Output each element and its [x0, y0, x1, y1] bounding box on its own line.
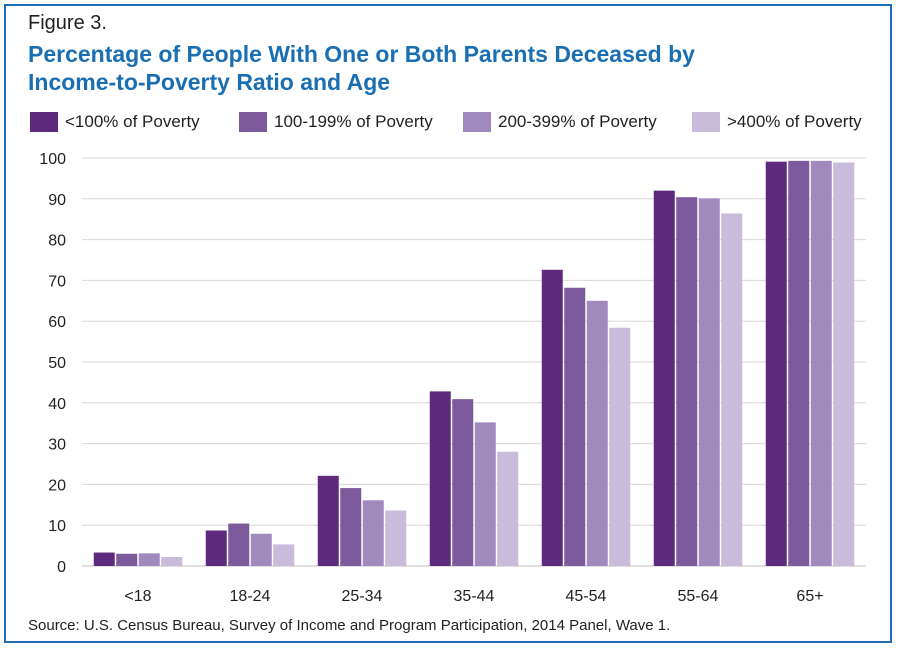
y-tick-label: 70: [48, 273, 66, 290]
x-tick-label: 45-54: [566, 588, 607, 605]
y-tick-label: 50: [48, 355, 66, 372]
bar: [765, 161, 787, 566]
legend-swatch: [692, 112, 720, 132]
x-tick-label: 55-64: [678, 588, 719, 605]
y-tick-label: 30: [48, 437, 66, 454]
chart-title-line-2: Income-to-Poverty Ratio and Age: [28, 69, 391, 95]
legend-item-100-199: 100-199% of Poverty: [239, 109, 433, 135]
bar: [541, 269, 563, 566]
x-tick-label: 25-34: [342, 588, 383, 605]
bar: [138, 553, 160, 566]
bar: [317, 475, 339, 566]
bar: [452, 399, 474, 566]
legend-swatch: [30, 112, 58, 132]
bar: [340, 488, 362, 566]
bar: [564, 287, 586, 566]
y-tick-label: 60: [48, 314, 66, 331]
y-tick-label: 100: [39, 151, 66, 168]
bar: [810, 160, 832, 566]
bar: [385, 510, 407, 566]
bar: [429, 391, 451, 566]
figure-label: Figure 3.: [28, 12, 107, 34]
y-tick-label: 10: [48, 518, 66, 535]
legend-label: <100% of Poverty: [65, 112, 200, 131]
bar: [474, 422, 496, 566]
chart-title-line-1: Percentage of People With One or Both Pa…: [28, 41, 695, 67]
y-tick-label: 40: [48, 396, 66, 413]
legend-label: 200-399% of Poverty: [498, 112, 657, 131]
legend-item-200-399: 200-399% of Poverty: [463, 109, 657, 135]
x-tick-label: <18: [124, 588, 151, 605]
bar: [698, 198, 720, 566]
bar: [653, 190, 675, 566]
bar: [676, 197, 698, 566]
bar: [273, 544, 295, 566]
bar: [586, 300, 608, 566]
legend-swatch: [463, 112, 491, 132]
y-tick-label: 20: [48, 477, 66, 494]
bar: [788, 160, 810, 566]
bar: [833, 162, 855, 566]
legend-label: 100-199% of Poverty: [274, 112, 433, 131]
source-note: Source: U.S. Census Bureau, Survey of In…: [28, 617, 671, 634]
legend-item-below-100: <100% of Poverty: [30, 109, 200, 135]
bar: [93, 552, 115, 566]
bar: [250, 533, 272, 566]
bar: [116, 553, 138, 566]
bar: [721, 213, 743, 566]
bar: [497, 451, 519, 566]
chart-title: Percentage of People With One or Both Pa…: [28, 40, 868, 96]
bar: [228, 523, 250, 566]
x-tick-label: 18-24: [230, 588, 271, 605]
legend-item-above-400: >400% of Poverty: [692, 109, 862, 135]
bar: [362, 500, 384, 566]
x-tick-label: 65+: [796, 588, 823, 605]
legend-label: >400% of Poverty: [727, 112, 862, 131]
bar: [205, 530, 227, 566]
y-tick-label: 90: [48, 192, 66, 209]
x-tick-label: 35-44: [454, 588, 495, 605]
bar: [609, 327, 631, 566]
legend-swatch: [239, 112, 267, 132]
y-tick-label: 80: [48, 233, 66, 250]
y-tick-label: 0: [57, 559, 66, 576]
bar: [161, 557, 183, 566]
